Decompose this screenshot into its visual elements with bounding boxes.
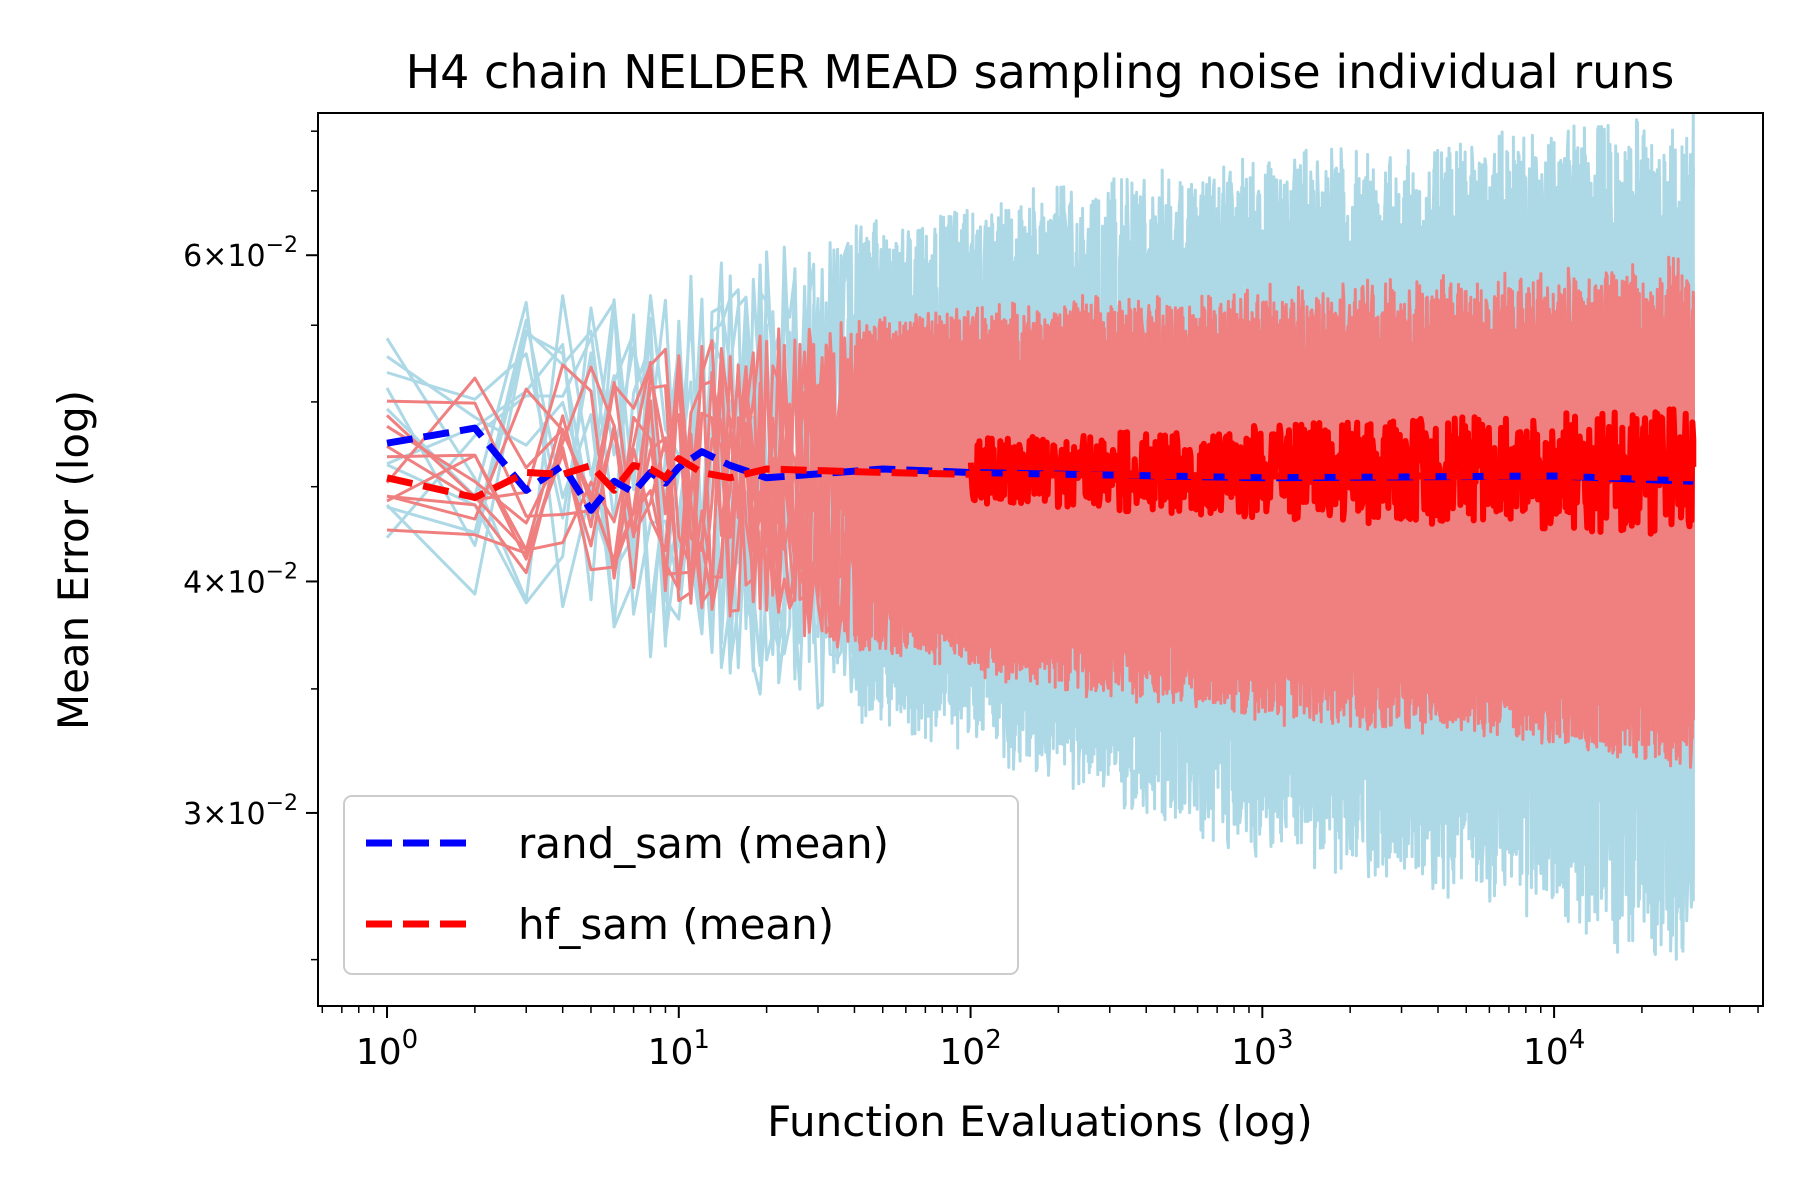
y-tick-label: 4×10−2	[183, 559, 298, 600]
legend-label-rand: rand_sam (mean)	[518, 819, 889, 868]
y-axis: 6×10−2 4×10−2 3×10−2	[183, 130, 318, 961]
x-tick-label: 101	[648, 1025, 710, 1073]
x-tick-label: 102	[939, 1025, 1001, 1073]
chart-title: H4 chain NELDER MEAD sampling noise indi…	[406, 45, 1675, 99]
hf-sam-mean-line	[386, 455, 1694, 501]
plot-area	[385, 113, 1697, 961]
y-axis-label: Mean Error (log)	[49, 390, 98, 730]
legend-label-hf: hf_sam (mean)	[518, 900, 834, 949]
x-axis-label: Function Evaluations (log)	[767, 1097, 1313, 1146]
individual-runs	[385, 113, 1695, 961]
x-tick-label: 104	[1523, 1025, 1585, 1073]
y-tick-label: 6×10−2	[183, 233, 298, 274]
legend: rand_sam (mean) hf_sam (mean)	[343, 795, 1019, 975]
x-tick-label: 100	[356, 1025, 418, 1073]
axes-frame	[317, 112, 1764, 1007]
mean-lines	[386, 406, 1697, 537]
x-tick-label: 103	[1231, 1025, 1293, 1073]
legend-frame	[343, 795, 1019, 975]
x-axis: 100 101 102 103 104	[321, 1006, 1759, 1073]
y-tick-label: 3×10−2	[183, 791, 298, 832]
